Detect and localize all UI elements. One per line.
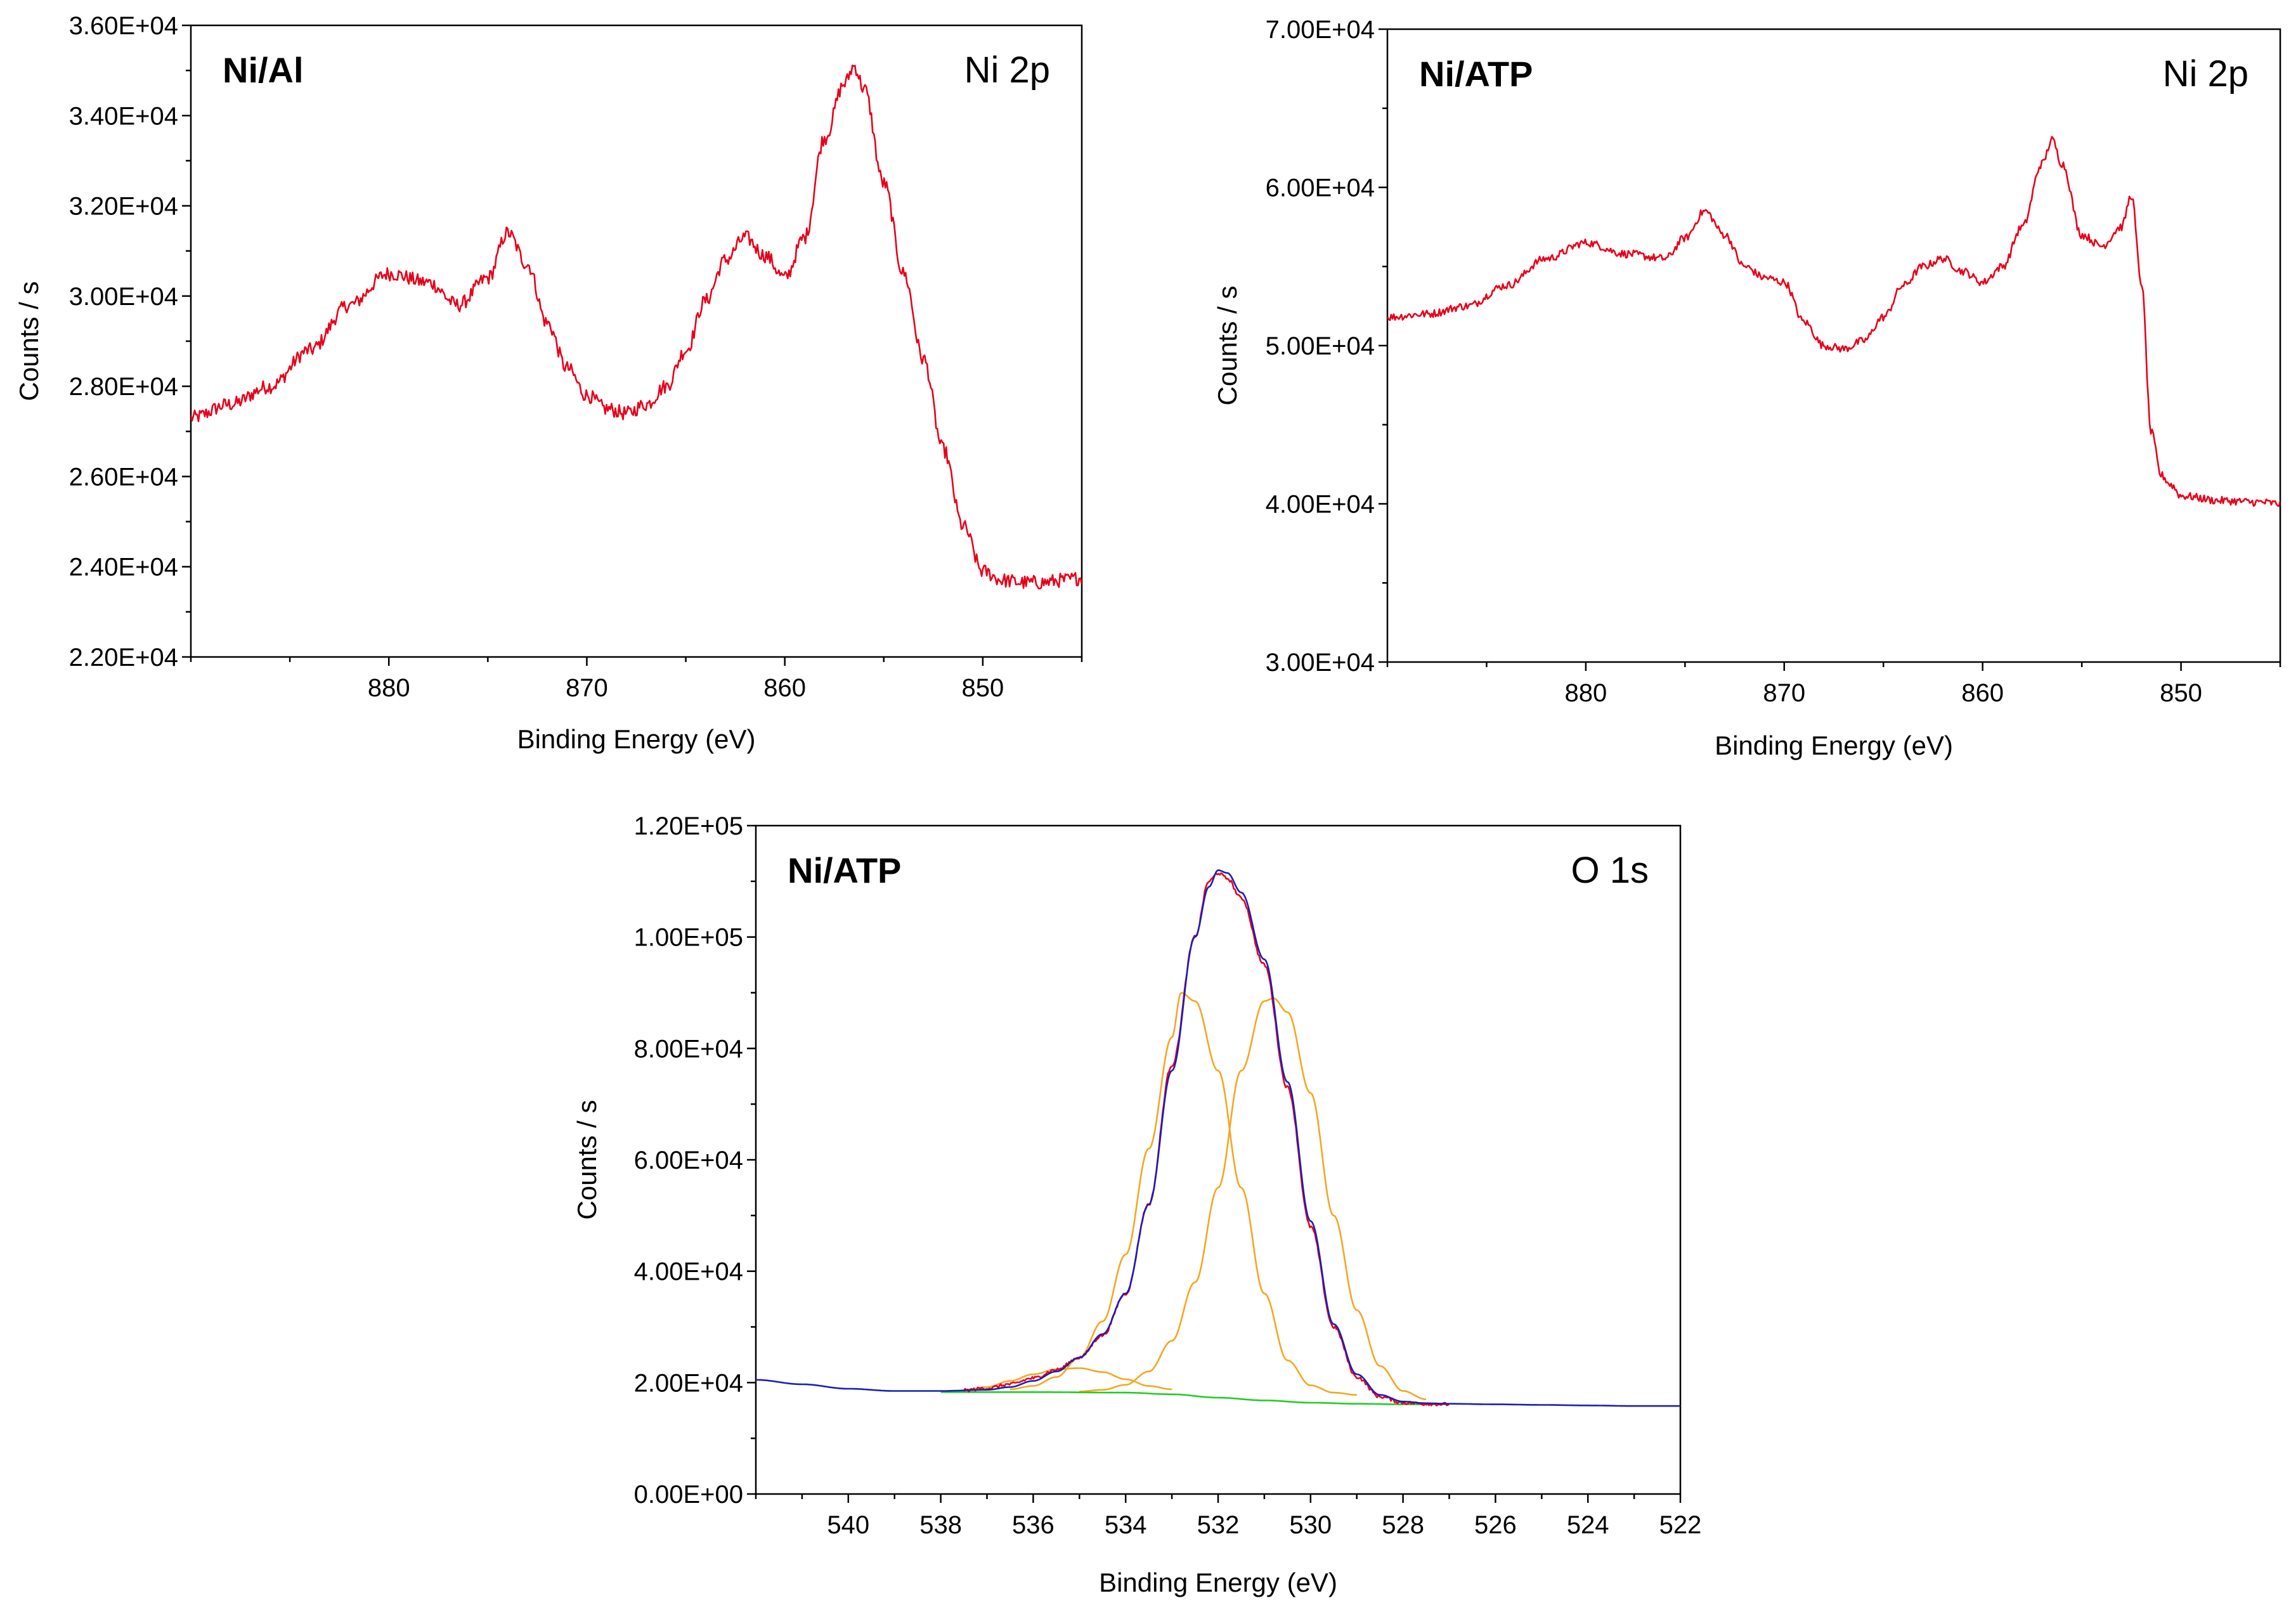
- x-tick-label: 850: [962, 674, 1004, 702]
- region-label: Ni 2p: [2163, 53, 2249, 94]
- series-background: [940, 1391, 1450, 1405]
- series-envelope: [756, 869, 1680, 1407]
- sample-label: Ni/Al: [223, 50, 304, 90]
- series-ni-2p-spectrum: [191, 64, 1082, 590]
- y-tick-label: 2.60E+04: [69, 463, 178, 491]
- y-axis-title: Counts / s: [572, 1100, 602, 1219]
- series-raw-spectrum: [963, 872, 1450, 1406]
- x-tick-label: 522: [1659, 1511, 1702, 1539]
- y-tick-label: 6.00E+04: [634, 1147, 743, 1174]
- y-tick-label: 3.00E+04: [1266, 649, 1375, 677]
- x-axis-title: Binding Energy (eV): [1099, 1568, 1337, 1597]
- y-tick-label: 3.60E+04: [69, 12, 178, 40]
- y-tick-label: 6.00E+04: [1266, 174, 1375, 202]
- y-tick-label: 2.80E+04: [69, 373, 178, 401]
- sample-label: Ni/ATP: [788, 850, 901, 890]
- y-tick-label: 1.00E+05: [634, 924, 743, 952]
- x-tick-label: 540: [827, 1511, 869, 1539]
- y-axis-title: Counts / s: [14, 281, 44, 401]
- y-tick-label: 5.00E+04: [1266, 332, 1375, 360]
- y-tick-label: 8.00E+04: [634, 1035, 743, 1063]
- region-label: Ni 2p: [964, 49, 1050, 91]
- chart-ni-al-ni2p: 2.20E+04 2.40E+04 2.60E+04 2.80E+04 3.00E+04…: [14, 12, 1083, 754]
- chart-ni-atp-o1s: 0.00E+00 2.00E+04 4.00E+04 6.00E+04 8.00E+04…: [572, 812, 1701, 1597]
- chart-ni-atp-ni2p: 3.00E+04 4.00E+04 5.00E+04 6.00E+04 7.00E+04…: [1212, 16, 2281, 760]
- x-tick-label: 880: [1565, 679, 1607, 707]
- y-tick-label: 2.40E+04: [69, 554, 178, 581]
- y-tick-label: 2.20E+04: [69, 644, 178, 672]
- x-tick-label: 880: [368, 674, 410, 702]
- y-axis-title: Counts / s: [1212, 285, 1242, 405]
- y-tick-label: 2.00E+04: [634, 1369, 743, 1397]
- x-tick-label: 850: [2160, 679, 2202, 707]
- y-tick-label: 1.20E+05: [634, 812, 743, 840]
- x-tick-label: 870: [1763, 679, 1805, 707]
- x-axis-title: Binding Energy (eV): [517, 724, 756, 754]
- x-tick-label: 528: [1382, 1511, 1424, 1539]
- y-tick-label: 4.00E+04: [634, 1258, 743, 1286]
- plot-frame: [755, 824, 1682, 1495]
- x-tick-label: 860: [763, 674, 806, 702]
- sample-label: Ni/ATP: [1419, 54, 1533, 94]
- x-tick-label: 524: [1567, 1511, 1609, 1539]
- y-tick-label: 4.00E+04: [1266, 491, 1375, 519]
- y-tick-label: 7.00E+04: [1266, 16, 1375, 44]
- y-tick-label: 0.00E+00: [634, 1481, 743, 1509]
- x-tick-label: 860: [1961, 679, 2004, 707]
- x-tick-label: 526: [1474, 1511, 1517, 1539]
- x-tick-label: 530: [1289, 1511, 1332, 1539]
- y-tick-label: 3.20E+04: [69, 193, 178, 221]
- x-tick-label: 534: [1105, 1511, 1147, 1539]
- series-component-2: [1079, 997, 1427, 1400]
- x-tick-label: 538: [919, 1511, 962, 1539]
- series-component-1: [1009, 992, 1357, 1396]
- x-tick-label: 532: [1197, 1511, 1240, 1539]
- x-tick-label: 870: [566, 674, 608, 702]
- x-tick-label: 536: [1012, 1511, 1055, 1539]
- x-axis-title: Binding Energy (eV): [1715, 731, 1953, 760]
- series-component-3: [963, 1367, 1172, 1391]
- y-tick-label: 3.00E+04: [69, 283, 178, 311]
- y-tick-label: 3.40E+04: [69, 102, 178, 130]
- series-ni-2p-spectrum: [1387, 136, 2280, 507]
- region-label: O 1s: [1571, 850, 1649, 891]
